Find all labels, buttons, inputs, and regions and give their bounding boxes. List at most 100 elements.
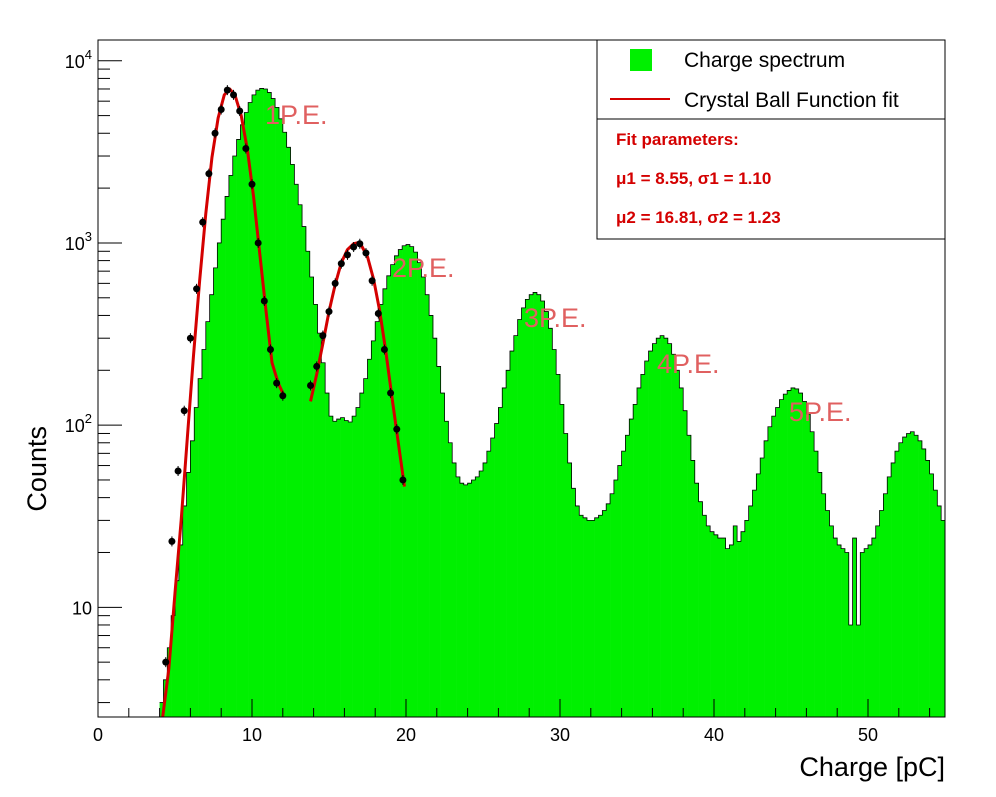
fit-point bbox=[273, 379, 281, 387]
histogram-bin bbox=[344, 420, 349, 717]
histogram-bin bbox=[305, 251, 311, 717]
y-tick-label: 10 bbox=[72, 598, 92, 618]
histogram-bin bbox=[540, 301, 545, 717]
histogram-bin bbox=[598, 515, 603, 717]
histogram-bin bbox=[240, 124, 245, 718]
histogram-bin bbox=[640, 374, 645, 717]
histogram-bin bbox=[563, 433, 568, 717]
histogram-bin bbox=[679, 387, 684, 717]
fit-point bbox=[343, 251, 351, 259]
legend-fit-label: Crystal Ball Function fit bbox=[684, 89, 899, 112]
histogram-bin bbox=[359, 393, 364, 717]
histogram-bin bbox=[898, 442, 903, 717]
histogram-bin bbox=[225, 196, 230, 717]
histogram-bin bbox=[536, 294, 542, 717]
histogram-bin bbox=[340, 417, 345, 717]
histogram-bin bbox=[798, 393, 803, 717]
fit-point bbox=[325, 308, 333, 316]
histogram-bin bbox=[440, 393, 445, 717]
histogram-bin bbox=[648, 351, 653, 717]
fit-parameters-title: Fit parameters: bbox=[616, 130, 739, 149]
histogram-bin bbox=[544, 311, 549, 717]
histogram-bin bbox=[783, 394, 788, 717]
y-tick-label: 103 bbox=[65, 229, 92, 254]
histogram-bin bbox=[421, 277, 426, 717]
histogram-bin bbox=[355, 407, 361, 717]
histogram-bin bbox=[271, 98, 276, 717]
histogram-bin bbox=[606, 503, 611, 717]
histogram-bin bbox=[494, 423, 499, 717]
histogram-bin bbox=[810, 431, 815, 717]
histogram-bin bbox=[321, 362, 326, 717]
fit-point bbox=[254, 239, 262, 247]
histogram-bin bbox=[436, 366, 441, 717]
histogram-bin bbox=[479, 471, 484, 717]
x-tick-label: 20 bbox=[396, 725, 416, 745]
histogram-bin bbox=[259, 88, 264, 717]
histogram-bin bbox=[290, 164, 295, 718]
histogram-bin bbox=[490, 437, 495, 717]
histogram-bin bbox=[852, 538, 857, 717]
histogram-bin bbox=[178, 544, 183, 717]
fit-point bbox=[350, 243, 358, 251]
histogram-bin bbox=[771, 416, 776, 717]
histogram-bin bbox=[252, 94, 257, 718]
fit-point bbox=[162, 658, 170, 666]
histogram-bin bbox=[309, 277, 314, 717]
histogram-bin bbox=[398, 249, 403, 717]
histogram-bin bbox=[444, 421, 449, 717]
histogram-bin bbox=[367, 359, 372, 717]
legend-box bbox=[596, 39, 946, 240]
histogram-bin bbox=[375, 321, 380, 717]
histogram-bin bbox=[236, 139, 241, 718]
histogram-bin bbox=[517, 319, 522, 717]
fit-point bbox=[368, 277, 376, 285]
histogram-bin bbox=[198, 378, 203, 717]
histogram-bin bbox=[221, 219, 226, 717]
histogram-bin bbox=[733, 525, 738, 717]
histogram-bin bbox=[925, 460, 930, 717]
histogram-bin bbox=[448, 442, 453, 717]
histogram-bin bbox=[887, 476, 892, 717]
fit-point bbox=[313, 362, 321, 370]
histogram-bin bbox=[794, 388, 799, 717]
histogram-bin bbox=[575, 505, 580, 717]
annotation-2pe: 2P.E. bbox=[392, 253, 455, 283]
histogram-bin bbox=[717, 538, 722, 717]
histogram-bin bbox=[702, 515, 707, 717]
histogram-bin bbox=[317, 333, 322, 717]
y-tick-label: 104 bbox=[65, 47, 92, 72]
histogram-bin bbox=[821, 493, 826, 717]
histogram-bin bbox=[837, 544, 842, 717]
histogram-bin bbox=[432, 338, 438, 717]
y-axis-title: Counts bbox=[22, 426, 52, 512]
histogram-bin bbox=[533, 292, 538, 717]
fit-point bbox=[307, 382, 315, 390]
histogram-bin bbox=[386, 275, 391, 717]
histogram-bin bbox=[610, 493, 615, 717]
histogram-bin bbox=[844, 552, 850, 717]
histogram-bin bbox=[209, 294, 214, 717]
histogram-bin bbox=[690, 460, 696, 717]
fit-point bbox=[180, 407, 188, 415]
x-tick-label: 40 bbox=[704, 725, 724, 745]
histogram-bin bbox=[452, 462, 457, 717]
histogram-bin bbox=[740, 531, 746, 717]
axes-layer: 0 10 20 30 40 50 10 102 103 104 bbox=[65, 47, 931, 745]
histogram-bin bbox=[652, 343, 657, 717]
fit-point bbox=[279, 392, 287, 400]
histogram-bin bbox=[848, 624, 853, 717]
histogram-bin bbox=[475, 476, 480, 717]
histogram-bin bbox=[255, 90, 260, 717]
fit-point bbox=[337, 260, 345, 268]
histogram-bin bbox=[567, 462, 572, 717]
histogram-bin bbox=[767, 426, 773, 717]
histogram-bin bbox=[921, 448, 927, 717]
histogram-bin bbox=[406, 244, 411, 717]
legend-histogram-swatch bbox=[630, 49, 652, 71]
histogram-bin bbox=[217, 242, 222, 717]
histogram-bin bbox=[513, 335, 518, 717]
histogram-bin bbox=[687, 435, 692, 717]
histogram-bin bbox=[667, 343, 672, 717]
